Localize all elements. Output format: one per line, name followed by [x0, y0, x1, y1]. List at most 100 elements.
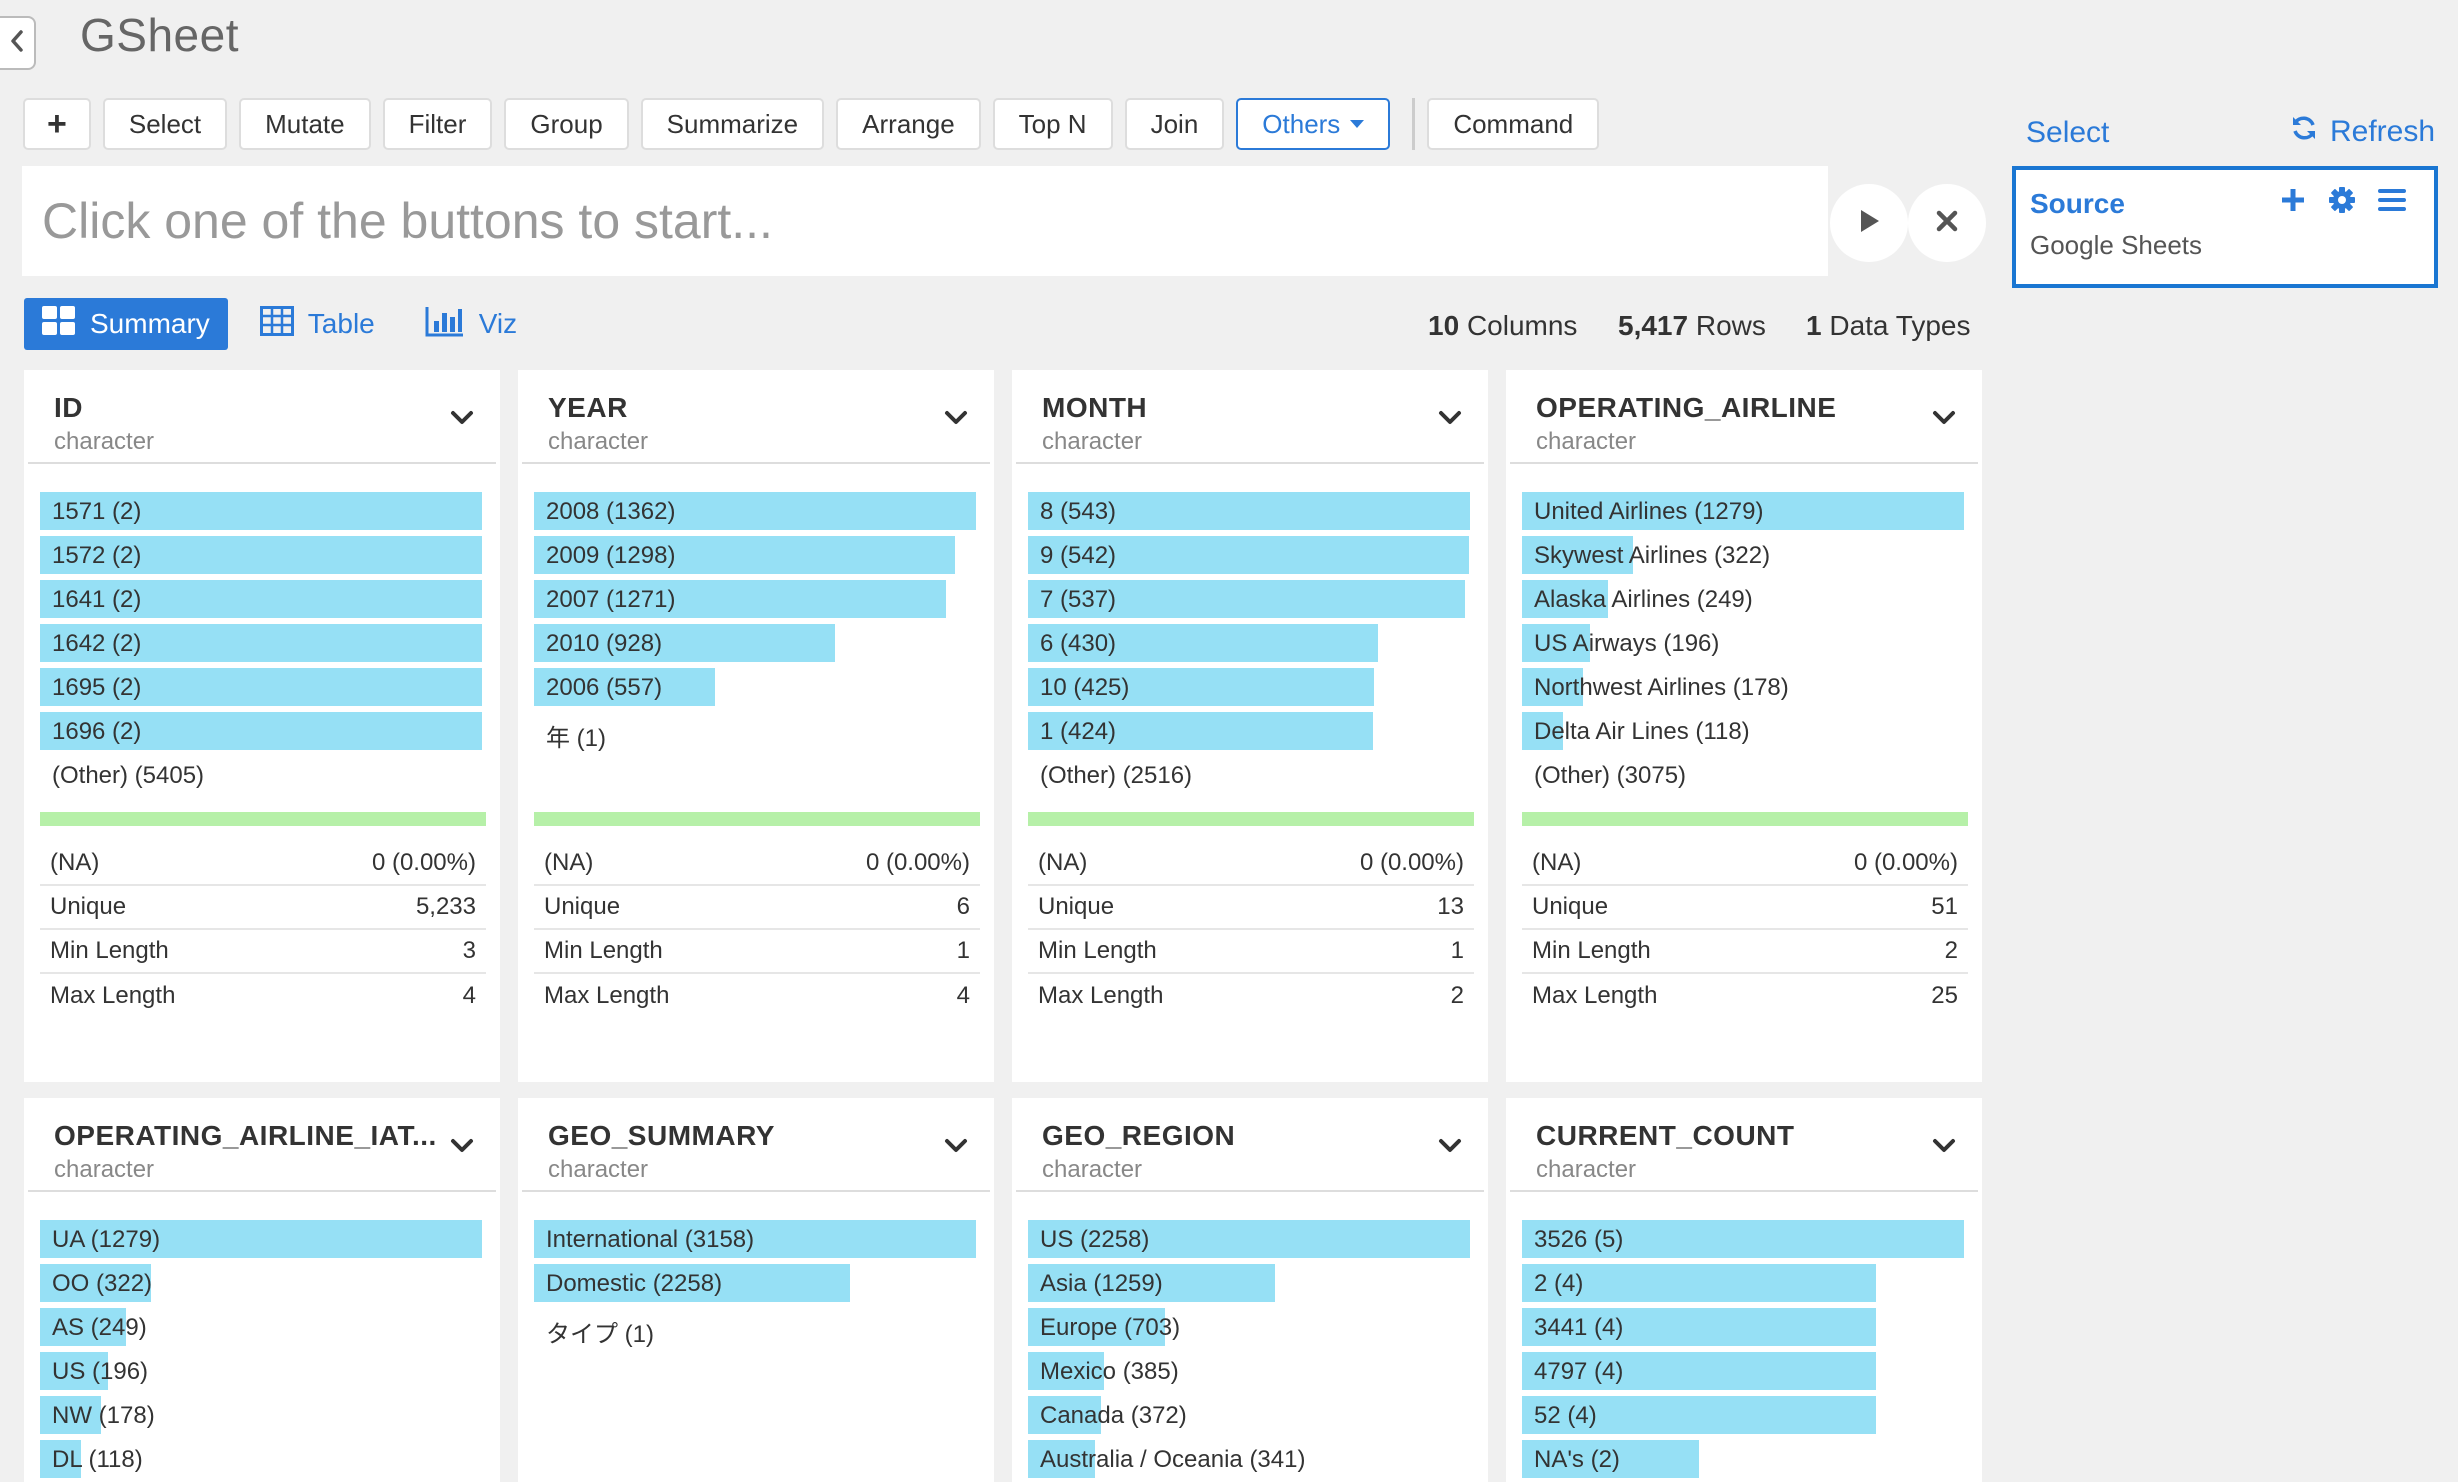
value-label: Mexico (385): [1040, 1358, 1179, 1385]
value-bar-row[interactable]: OO (322): [40, 1264, 486, 1308]
mutate-button[interactable]: Mutate: [239, 98, 371, 150]
value-bar-row[interactable]: Northwest Airlines (178): [1522, 668, 1968, 712]
select-link[interactable]: Select: [2026, 116, 2110, 149]
clear-button[interactable]: [1908, 184, 1986, 262]
value-bar-row[interactable]: US (196): [40, 1352, 486, 1396]
value-bar-row[interactable]: 52 (4): [1522, 1396, 1968, 1440]
value-bar-row[interactable]: Domestic (2258): [534, 1264, 980, 1308]
value-bar-row[interactable]: Delta Air Lines (118): [1522, 712, 1968, 756]
value-bar-row[interactable]: DL (118): [40, 1440, 486, 1482]
summarize-button[interactable]: Summarize: [640, 98, 825, 150]
caret-down-icon: [1350, 120, 1365, 128]
value-bar-row[interactable]: 2008 (1362): [534, 492, 980, 536]
group-button[interactable]: Group: [504, 98, 629, 150]
menu-icon[interactable]: [2378, 188, 2406, 212]
column-name: OPERATING_AIRLINE_IAT...: [54, 1120, 437, 1151]
source-step[interactable]: Source Google Sheets: [2012, 166, 2438, 288]
tab-table[interactable]: Table: [242, 298, 393, 350]
stat-label: Unique: [544, 893, 621, 920]
value-bar-row[interactable]: 1 (424): [1028, 712, 1474, 756]
value-bar-row[interactable]: Alaska Airlines (249): [1522, 580, 1968, 624]
chevron-down-icon[interactable]: [1932, 1138, 1956, 1154]
value-bar-row[interactable]: 1641 (2): [40, 580, 486, 624]
refresh-button[interactable]: Refresh: [2290, 114, 2435, 150]
value-bar-row[interactable]: Europe (703): [1028, 1308, 1474, 1352]
arrange-button[interactable]: Arrange: [836, 98, 981, 150]
command-button[interactable]: Command: [1427, 98, 1600, 150]
value-label: Skywest Airlines (322): [1534, 542, 1771, 569]
grid-icon: [42, 305, 90, 343]
value-bar-row[interactable]: 2010 (928): [534, 624, 980, 668]
stat-value: 4: [956, 982, 970, 1009]
value-bar: [1028, 536, 1469, 574]
value-bar-row[interactable]: 10 (425): [1028, 668, 1474, 712]
stat-row: Max Length 4: [40, 974, 486, 1018]
value-bar-row[interactable]: 1696 (2): [40, 712, 486, 756]
value-bar-row[interactable]: 1695 (2): [40, 668, 486, 712]
value-bar-row[interactable]: Mexico (385): [1028, 1352, 1474, 1396]
value-bar-row[interactable]: Skywest Airlines (322): [1522, 536, 1968, 580]
value-bar-row[interactable]: 4797 (4): [1522, 1352, 1968, 1396]
others-dropdown-button[interactable]: Others: [1236, 98, 1391, 150]
value-bar-row[interactable]: 6 (430): [1028, 624, 1474, 668]
add-step-button[interactable]: +: [23, 98, 91, 150]
value-bar-row[interactable]: 7 (537): [1028, 580, 1474, 624]
command-input[interactable]: Click one of the buttons to start...: [22, 166, 1828, 276]
chevron-down-icon[interactable]: [1438, 410, 1462, 426]
value-bar-row[interactable]: 2007 (1271): [534, 580, 980, 624]
view-tabs: Summary Table Viz: [24, 298, 549, 350]
value-bar-row[interactable]: 1571 (2): [40, 492, 486, 536]
top-n-button[interactable]: Top N: [992, 98, 1113, 150]
value-bar-row[interactable]: Canada (372): [1028, 1396, 1474, 1440]
value-bar-row[interactable]: US Airways (196): [1522, 624, 1968, 668]
value-bar-row[interactable]: Australia / Oceania (341): [1028, 1440, 1474, 1482]
value-bar-row[interactable]: UA (1279): [40, 1220, 486, 1264]
filter-button[interactable]: Filter: [382, 98, 493, 150]
value-bar-row[interactable]: AS (249): [40, 1308, 486, 1352]
value-label: Alaska Airlines (249): [1534, 586, 1753, 613]
card-header: GEO_REGION character: [1016, 1098, 1484, 1192]
value-bars: International (3158) Domestic (2258) タイプ (…: [518, 1192, 994, 1352]
others-label: Others: [1262, 108, 1341, 139]
column-name: YEAR: [548, 392, 628, 423]
value-bar-row[interactable]: NA's (2): [1522, 1440, 1968, 1482]
chevron-down-icon[interactable]: [1438, 1138, 1462, 1154]
value-bar-row[interactable]: 1572 (2): [40, 536, 486, 580]
stat-value: 25: [1931, 982, 1958, 1009]
run-button[interactable]: [1830, 184, 1908, 262]
chevron-down-icon[interactable]: [1932, 410, 1956, 426]
value-label: 3441 (4): [1534, 1314, 1624, 1341]
tab-summary[interactable]: Summary: [24, 298, 228, 350]
tab-viz[interactable]: Viz: [407, 298, 535, 350]
chevron-down-icon[interactable]: [944, 1138, 968, 1154]
value-bar: [40, 580, 482, 618]
column-card: MONTH character 8 (543) 9 (542) 7 (537) 6 (43…: [1012, 370, 1488, 1082]
value-bar-row[interactable]: 2006 (557): [534, 668, 980, 712]
card-header: ID character: [28, 370, 496, 464]
value-bar-row[interactable]: 8 (543): [1028, 492, 1474, 536]
value-bar: [534, 1264, 850, 1302]
gear-icon[interactable]: [2328, 186, 2356, 214]
value-bar-row[interactable]: NW (178): [40, 1396, 486, 1440]
column-card: CURRENT_COUNT character 3526 (5) 2 (4) 3441 …: [1506, 1098, 1982, 1482]
back-button[interactable]: [0, 16, 36, 70]
value-bar-row[interactable]: 2 (4): [1522, 1264, 1968, 1308]
value-bar-row[interactable]: 3526 (5): [1522, 1220, 1968, 1264]
chevron-down-icon[interactable]: [944, 410, 968, 426]
value-bar-row[interactable]: 9 (542): [1028, 536, 1474, 580]
chevron-down-icon[interactable]: [450, 410, 474, 426]
join-button[interactable]: Join: [1124, 98, 1225, 150]
plus-icon[interactable]: [2280, 187, 2306, 213]
value-bar-row[interactable]: International (3158): [534, 1220, 980, 1264]
value-label: Domestic (2258): [546, 1270, 723, 1297]
value-bar: [1028, 1440, 1095, 1478]
value-bar-row[interactable]: Asia (1259): [1028, 1264, 1474, 1308]
select-button[interactable]: Select: [102, 98, 228, 150]
value-bar-row[interactable]: 3441 (4): [1522, 1308, 1968, 1352]
column-type: character: [548, 1156, 649, 1183]
value-bar-row[interactable]: 1642 (2): [40, 624, 486, 668]
chevron-down-icon[interactable]: [450, 1138, 474, 1154]
value-bar-row[interactable]: US (2258): [1028, 1220, 1474, 1264]
value-bar-row[interactable]: United Airlines (1279): [1522, 492, 1968, 536]
value-bar-row[interactable]: 2009 (1298): [534, 536, 980, 580]
